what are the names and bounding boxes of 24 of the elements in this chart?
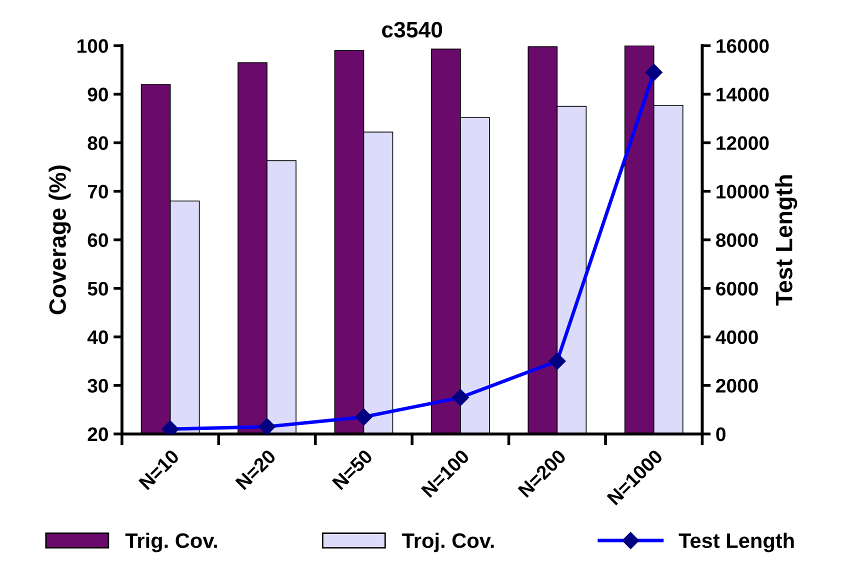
y2-tick-label: 16000 bbox=[716, 39, 769, 53]
legend-label: Troj. Cov. bbox=[402, 532, 494, 552]
y-tick-label: 70 bbox=[88, 184, 108, 199]
y2-tick-label: 6000 bbox=[716, 282, 758, 296]
y2-tick-label: 10000 bbox=[716, 184, 769, 199]
y-axis-title: Coverage (%) bbox=[48, 166, 71, 314]
y-tick-label: 80 bbox=[88, 136, 108, 150]
y2-axis-title: Test Length bbox=[775, 175, 798, 306]
legend-label: Trig. Cov. bbox=[125, 532, 218, 552]
y-tick-label: 60 bbox=[88, 233, 108, 248]
y-tick-label: 100 bbox=[78, 39, 108, 53]
y2-tick-label: 2000 bbox=[716, 378, 758, 393]
y-tick-label: 40 bbox=[87, 330, 108, 344]
y-tick-label: 30 bbox=[88, 378, 108, 393]
y2-tick-label: 4000 bbox=[716, 330, 758, 344]
chart-title: c3540 bbox=[382, 22, 442, 38]
y-tick-label: 20 bbox=[88, 427, 108, 442]
legend-label: Test Length bbox=[678, 532, 794, 552]
y-tick-label: 50 bbox=[88, 282, 108, 296]
y2-tick-label: 12000 bbox=[716, 136, 769, 150]
y2-tick-label: 14000 bbox=[716, 88, 769, 102]
y2-tick-label: 0 bbox=[716, 427, 726, 442]
y2-tick-label: 8000 bbox=[716, 233, 758, 248]
y-tick-label: 90 bbox=[88, 88, 108, 102]
